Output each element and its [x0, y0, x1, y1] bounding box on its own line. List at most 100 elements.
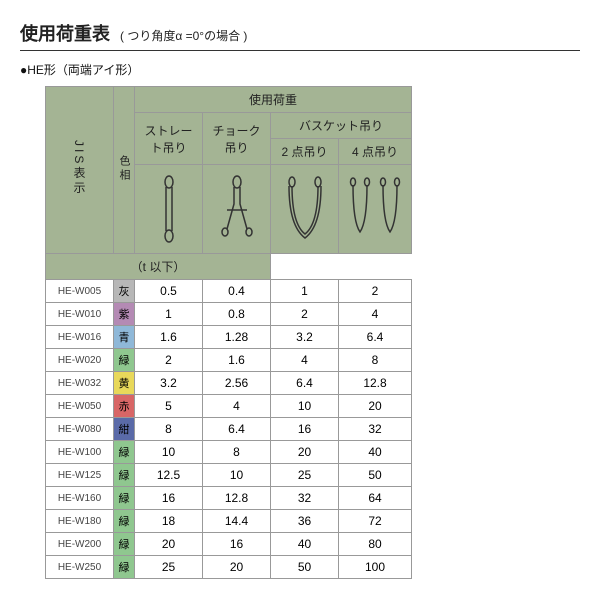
value-cell: 10 — [135, 441, 203, 464]
color-cell: 紫 — [114, 303, 135, 326]
header-jis: JIS表示 — [46, 87, 114, 254]
color-cell: 紺 — [114, 418, 135, 441]
jis-code-cell: HE-W020 — [46, 349, 114, 372]
header-straight: ストレート吊り — [135, 113, 203, 165]
table-row: HE-W180緑1814.43672 — [46, 510, 412, 533]
value-cell: 16 — [203, 533, 271, 556]
bullet-line: ●HE形（両端アイ形） — [20, 61, 580, 78]
jis-code-cell: HE-W160 — [46, 487, 114, 510]
jis-code-cell: HE-W250 — [46, 556, 114, 579]
value-cell: 32 — [339, 418, 412, 441]
value-cell: 1.6 — [135, 326, 203, 349]
jis-code-cell: HE-W010 — [46, 303, 114, 326]
value-cell: 12.5 — [135, 464, 203, 487]
value-cell: 0.5 — [135, 280, 203, 303]
table-body: HE-W005灰0.50.412HE-W010紫10.824HE-W016青1.… — [46, 280, 412, 579]
value-cell: 2 — [271, 303, 339, 326]
value-cell: 4 — [271, 349, 339, 372]
color-cell: 灰 — [114, 280, 135, 303]
value-cell: 6.4 — [203, 418, 271, 441]
value-cell: 64 — [339, 487, 412, 510]
value-cell: 3.2 — [135, 372, 203, 395]
jis-code-cell: HE-W125 — [46, 464, 114, 487]
color-cell: 緑 — [114, 441, 135, 464]
header-load-group: 使用荷重 — [135, 87, 412, 113]
value-cell: 14.4 — [203, 510, 271, 533]
value-cell: 40 — [339, 441, 412, 464]
value-cell: 25 — [271, 464, 339, 487]
value-cell: 40 — [271, 533, 339, 556]
color-cell: 青 — [114, 326, 135, 349]
table-row: HE-W160緑1612.83264 — [46, 487, 412, 510]
jis-code-cell: HE-W100 — [46, 441, 114, 464]
value-cell: 3.2 — [271, 326, 339, 349]
value-cell: 4 — [203, 395, 271, 418]
value-cell: 2 — [339, 280, 412, 303]
table-row: HE-W125緑12.5102550 — [46, 464, 412, 487]
value-cell: 8 — [203, 441, 271, 464]
value-cell: 10 — [271, 395, 339, 418]
color-cell: 緑 — [114, 533, 135, 556]
value-cell: 1.6 — [203, 349, 271, 372]
value-cell: 100 — [339, 556, 412, 579]
table-row: HE-W200緑20164080 — [46, 533, 412, 556]
value-cell: 25 — [135, 556, 203, 579]
jis-code-cell: HE-W200 — [46, 533, 114, 556]
value-cell: 1 — [271, 280, 339, 303]
value-cell: 1.28 — [203, 326, 271, 349]
value-cell: 12.8 — [203, 487, 271, 510]
value-cell: 4 — [339, 303, 412, 326]
jis-code-cell: HE-W016 — [46, 326, 114, 349]
jis-code-cell: HE-W050 — [46, 395, 114, 418]
color-cell: 緑 — [114, 510, 135, 533]
value-cell: 80 — [339, 533, 412, 556]
header-color: 色相 — [114, 87, 135, 254]
load-table: JIS表示 色相 使用荷重 ストレート吊り チョーク吊り バスケット吊り 2 点… — [45, 86, 412, 579]
value-cell: 2.56 — [203, 372, 271, 395]
table-row: HE-W250緑252050100 — [46, 556, 412, 579]
table-row: HE-W020緑21.648 — [46, 349, 412, 372]
header-basket: バスケット吊り — [271, 113, 412, 139]
value-cell: 1 — [135, 303, 203, 326]
header-two-point: 2 点吊り — [271, 139, 339, 165]
color-cell: 緑 — [114, 487, 135, 510]
table-row: HE-W010紫10.824 — [46, 303, 412, 326]
value-cell: 16 — [135, 487, 203, 510]
value-cell: 16 — [271, 418, 339, 441]
straight-icon — [135, 165, 203, 254]
value-cell: 72 — [339, 510, 412, 533]
value-cell: 0.8 — [203, 303, 271, 326]
value-cell: 18 — [135, 510, 203, 533]
value-cell: 50 — [271, 556, 339, 579]
main-title: 使用荷重表 — [20, 20, 110, 46]
value-cell: 8 — [135, 418, 203, 441]
unit-header: （t 以下） — [46, 254, 271, 280]
table-row: HE-W005灰0.50.412 — [46, 280, 412, 303]
value-cell: 5 — [135, 395, 203, 418]
value-cell: 6.4 — [339, 326, 412, 349]
value-cell: 12.8 — [339, 372, 412, 395]
jis-code-cell: HE-W005 — [46, 280, 114, 303]
value-cell: 20 — [135, 533, 203, 556]
table-row: HE-W032黄3.22.566.412.8 — [46, 372, 412, 395]
header-four-point: 4 点吊り — [339, 139, 412, 165]
value-cell: 6.4 — [271, 372, 339, 395]
title-section: 使用荷重表 ( つり角度α =0°の場合 ) — [20, 20, 580, 51]
jis-code-cell: HE-W180 — [46, 510, 114, 533]
color-cell: 赤 — [114, 395, 135, 418]
value-cell: 20 — [203, 556, 271, 579]
color-cell: 緑 — [114, 349, 135, 372]
value-cell: 2 — [135, 349, 203, 372]
color-cell: 緑 — [114, 556, 135, 579]
value-cell: 36 — [271, 510, 339, 533]
value-cell: 0.4 — [203, 280, 271, 303]
value-cell: 20 — [339, 395, 412, 418]
value-cell: 8 — [339, 349, 412, 372]
header-choke: チョーク吊り — [203, 113, 271, 165]
table-row: HE-W100緑1082040 — [46, 441, 412, 464]
value-cell: 10 — [203, 464, 271, 487]
table-row: HE-W050赤541020 — [46, 395, 412, 418]
color-cell: 緑 — [114, 464, 135, 487]
four-point-icon — [339, 165, 412, 254]
jis-code-cell: HE-W080 — [46, 418, 114, 441]
